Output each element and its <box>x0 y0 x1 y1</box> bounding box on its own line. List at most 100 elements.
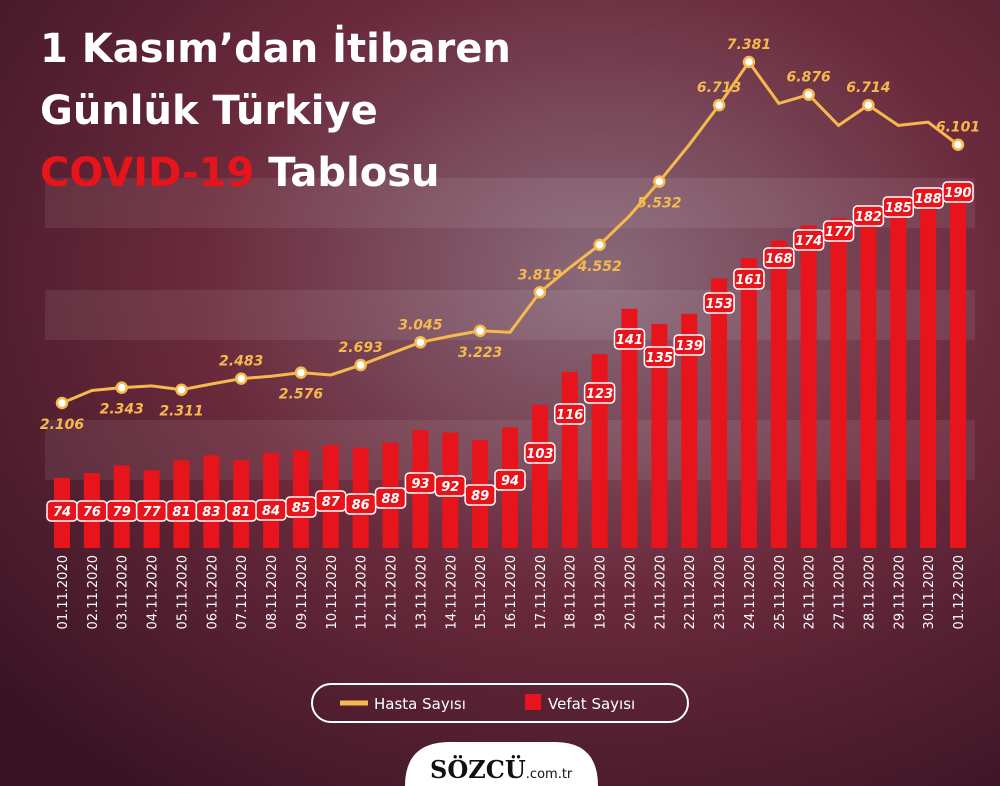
bar-label-bg <box>643 346 676 368</box>
bar-label: 76 <box>83 505 101 520</box>
bar-label: 116 <box>556 408 583 423</box>
title-highlight: COVID-19 <box>40 150 254 196</box>
line-label: 2.343 <box>100 402 144 418</box>
x-tick-label: 10.11.2020 <box>325 555 340 629</box>
bar <box>860 205 877 548</box>
bar-label: 83 <box>202 505 220 520</box>
title-line: 1 Kasım’dan İtibaren <box>40 24 511 72</box>
line-point <box>414 336 427 349</box>
bar-label: 87 <box>322 495 341 510</box>
bar-label: 74 <box>53 505 71 520</box>
bar-label-bg <box>673 334 705 356</box>
line-label: 6.714 <box>846 80 890 96</box>
bar-label: 103 <box>526 447 553 462</box>
bar <box>531 404 548 548</box>
bar-label: 79 <box>113 505 131 520</box>
line-label: 3.045 <box>398 317 443 333</box>
x-tick-label: 17.11.2020 <box>534 555 549 629</box>
bar <box>830 217 847 548</box>
x-tick-label: 25.11.2020 <box>773 555 788 629</box>
bar-label: 174 <box>795 234 822 249</box>
bar-label-bg <box>434 475 467 497</box>
x-tick-label: 28.11.2020 <box>862 555 877 629</box>
bar-label: 139 <box>676 339 703 354</box>
line-point <box>533 286 547 299</box>
x-tick-label: 11.11.2020 <box>355 555 370 629</box>
line-label: 2.106 <box>40 417 85 433</box>
legend-swatch <box>525 694 541 710</box>
brand-tab <box>405 742 598 786</box>
x-tick-label: 20.11.2020 <box>623 555 638 629</box>
bar-label: 185 <box>885 201 912 216</box>
line-label: 6.713 <box>697 80 741 96</box>
line-label: 7.381 <box>727 37 771 53</box>
bar <box>621 308 638 548</box>
bar-label: 190 <box>944 186 971 201</box>
bar-label-bg <box>374 487 407 509</box>
bar-label: 168 <box>765 252 792 267</box>
bar-label-bg <box>613 328 646 350</box>
title-line: Günlük Türkiye <box>40 88 378 134</box>
bar-label-bg <box>882 196 915 218</box>
bar-label-bg <box>852 205 885 227</box>
x-tick-label: 08.11.2020 <box>265 555 280 629</box>
bar-label-bg <box>583 382 616 404</box>
x-tick-label: 30.11.2020 <box>922 555 937 629</box>
line-point <box>862 98 875 112</box>
line-point <box>742 55 756 69</box>
x-tick-label: 02.11.2020 <box>86 555 101 629</box>
bar-label: 93 <box>411 477 429 492</box>
bar-label-bg <box>553 403 586 425</box>
x-tick-label: 29.11.2020 <box>892 555 907 629</box>
bar <box>950 185 966 548</box>
x-tick-label: 03.11.2020 <box>116 555 131 629</box>
x-tick-label: 24.11.2020 <box>743 555 758 629</box>
legend-label: Hasta Sayısı <box>374 695 466 713</box>
bar-label: 84 <box>262 504 280 519</box>
brand: SÖZCÜ.com.tr <box>430 755 573 784</box>
line-point <box>354 358 367 372</box>
bar-label-bg <box>464 484 496 506</box>
line-point <box>951 138 965 151</box>
line-point <box>175 383 188 396</box>
bar <box>651 323 668 548</box>
bar-label: 86 <box>352 498 370 513</box>
x-tick-label: 16.11.2020 <box>504 555 519 629</box>
title-line: COVID-19 Tablosu <box>40 150 440 196</box>
brand-suffix: .com.tr <box>526 767 573 782</box>
x-tick-label: 01.12.2020 <box>952 555 967 629</box>
line-label: 6.876 <box>787 70 832 86</box>
x-tick-label: 13.11.2020 <box>414 555 429 629</box>
legend-box <box>311 683 689 723</box>
bar-label-bg <box>822 220 855 242</box>
bar-label: 188 <box>915 192 942 207</box>
bar-label: 81 <box>232 505 250 520</box>
bar <box>561 371 578 548</box>
bar-label: 161 <box>735 273 762 288</box>
line-point <box>55 396 69 410</box>
bar <box>920 190 937 548</box>
bar <box>681 313 698 548</box>
bar-label: 141 <box>616 333 643 348</box>
bar-label: 94 <box>501 474 519 489</box>
bar-label: 77 <box>143 505 162 520</box>
line-point <box>653 175 666 188</box>
bar-label: 135 <box>646 351 673 366</box>
bar-label-bg <box>524 442 556 464</box>
x-tick-label: 12.11.2020 <box>385 555 400 629</box>
bar-label: 81 <box>172 505 190 520</box>
x-tick-label: 26.11.2020 <box>803 555 818 629</box>
x-tick-label: 09.11.2020 <box>295 555 310 629</box>
x-tick-label: 04.11.2020 <box>146 555 161 629</box>
bar-label: 88 <box>381 492 399 507</box>
bar-label-bg <box>763 247 795 269</box>
line-point <box>802 88 815 101</box>
x-tick-label: 21.11.2020 <box>653 555 668 629</box>
x-tick-label: 14.11.2020 <box>444 555 459 629</box>
bar-label: 89 <box>471 489 489 504</box>
bar-label: 153 <box>705 297 732 312</box>
bar-label: 85 <box>292 501 310 516</box>
line-label: 3.819 <box>518 267 563 283</box>
